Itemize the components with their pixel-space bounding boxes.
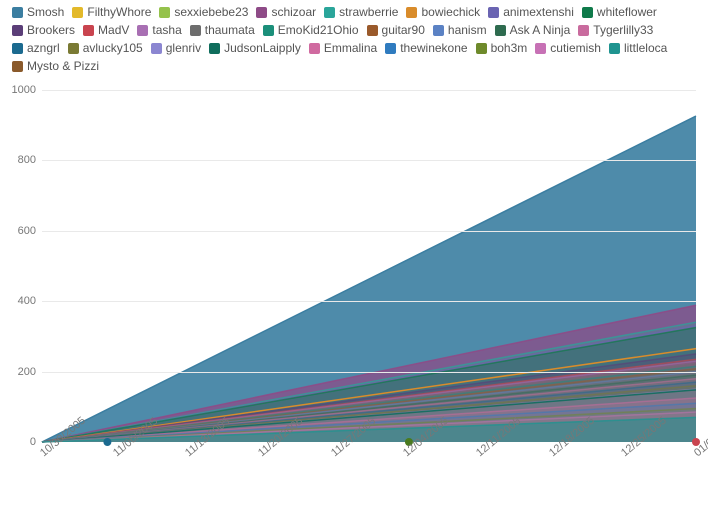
- legend-item[interactable]: schizoar: [256, 4, 316, 20]
- legend-label: whiteflower: [597, 4, 657, 20]
- legend-swatch: [72, 7, 83, 18]
- legend-label: Ask A Ninja: [510, 22, 571, 38]
- legend-item[interactable]: EmoKid21Ohio: [263, 22, 359, 38]
- legend-label: guitar90: [382, 22, 425, 38]
- start_marker-dot: [103, 438, 111, 446]
- legend-label: animextenshi: [503, 4, 574, 20]
- legend-swatch: [609, 43, 620, 54]
- legend-label: EmoKid21Ohio: [278, 22, 359, 38]
- y-tick-label: 200: [18, 366, 42, 378]
- legend-swatch: [578, 25, 589, 36]
- legend-swatch: [476, 43, 487, 54]
- legend-item[interactable]: cutiemish: [535, 40, 601, 56]
- legend-label: sexxiebebe23: [174, 4, 248, 20]
- legend-label: Brookers: [27, 22, 75, 38]
- legend-label: bowiechick: [421, 4, 480, 20]
- legend-item[interactable]: avlucky105: [68, 40, 143, 56]
- legend-item[interactable]: Brookers: [12, 22, 75, 38]
- legend-swatch: [256, 7, 267, 18]
- y-gridline: [42, 231, 696, 232]
- legend-label: Smosh: [27, 4, 64, 20]
- legend-item[interactable]: hanism: [433, 22, 487, 38]
- y-tick-label: 1000: [12, 84, 42, 96]
- legend-item[interactable]: whiteflower: [582, 4, 657, 20]
- legend-item[interactable]: Ask A Ninja: [495, 22, 571, 38]
- legend-swatch: [488, 7, 499, 18]
- legend-swatch: [12, 7, 23, 18]
- legend-swatch: [385, 43, 396, 54]
- legend-label: Tygerlilly33: [593, 22, 653, 38]
- y-tick-label: 600: [18, 225, 42, 237]
- legend-label: boh3m: [491, 40, 528, 56]
- legend-item[interactable]: sexxiebebe23: [159, 4, 248, 20]
- legend-swatch: [433, 25, 444, 36]
- legend-item[interactable]: strawberrie: [324, 4, 398, 20]
- legend-label: strawberrie: [339, 4, 398, 20]
- y-tick-label: 800: [18, 154, 42, 166]
- legend-label: tasha: [152, 22, 181, 38]
- legend-swatch: [137, 25, 148, 36]
- legend-swatch: [83, 25, 94, 36]
- legend-label: avlucky105: [83, 40, 143, 56]
- legend-swatch: [324, 7, 335, 18]
- y-gridline: [42, 372, 696, 373]
- legend-label: schizoar: [271, 4, 316, 20]
- y-tick-label: 400: [18, 295, 42, 307]
- legend-item[interactable]: azngrl: [12, 40, 60, 56]
- plot-area: 0200400600800100010/30/200511/06/200511/…: [42, 72, 696, 442]
- legend-swatch: [68, 43, 79, 54]
- legend-item[interactable]: boh3m: [476, 40, 528, 56]
- legend-item[interactable]: guitar90: [367, 22, 425, 38]
- legend-swatch: [159, 7, 170, 18]
- legend-swatch: [495, 25, 506, 36]
- legend-swatch: [151, 43, 162, 54]
- legend-swatch: [12, 25, 23, 36]
- legend-item[interactable]: MadV: [83, 22, 129, 38]
- legend-swatch: [406, 7, 417, 18]
- legend-swatch: [12, 43, 23, 54]
- legend-item[interactable]: bowiechick: [406, 4, 480, 20]
- legend-label: MadV: [98, 22, 129, 38]
- legend-label: azngrl: [27, 40, 60, 56]
- series-svg: [42, 72, 696, 442]
- legend-swatch: [209, 43, 220, 54]
- legend-item[interactable]: JudsonLaipply: [209, 40, 301, 56]
- legend-item[interactable]: thaumata: [190, 22, 255, 38]
- legend-item[interactable]: littleloca: [609, 40, 667, 56]
- legend-item[interactable]: glenriv: [151, 40, 201, 56]
- legend-swatch: [12, 61, 23, 72]
- legend-label: thewinekone: [400, 40, 467, 56]
- legend-label: cutiemish: [550, 40, 601, 56]
- chart-container: Smosh FilthyWhore sexxiebebe23 schizoar stra…: [0, 0, 708, 513]
- legend-swatch: [309, 43, 320, 54]
- legend-swatch: [367, 25, 378, 36]
- legend-item[interactable]: FilthyWhore: [72, 4, 151, 20]
- legend-label: Emmalina: [324, 40, 377, 56]
- legend-label: hanism: [448, 22, 487, 38]
- legend: Smosh FilthyWhore sexxiebebe23 schizoar stra…: [12, 4, 696, 74]
- legend-item[interactable]: thewinekone: [385, 40, 467, 56]
- legend-swatch: [582, 7, 593, 18]
- legend-label: glenriv: [166, 40, 201, 56]
- y-tick-label: 0: [30, 436, 42, 448]
- y-gridline: [42, 160, 696, 161]
- legend-swatch: [190, 25, 201, 36]
- legend-label: JudsonLaipply: [224, 40, 301, 56]
- legend-item[interactable]: Smosh: [12, 4, 64, 20]
- legend-label: thaumata: [205, 22, 255, 38]
- legend-item[interactable]: Tygerlilly33: [578, 22, 653, 38]
- legend-label: littleloca: [624, 40, 667, 56]
- legend-item[interactable]: animextenshi: [488, 4, 574, 20]
- y-gridline: [42, 301, 696, 302]
- legend-label: FilthyWhore: [87, 4, 151, 20]
- legend-item[interactable]: Emmalina: [309, 40, 377, 56]
- legend-swatch: [263, 25, 274, 36]
- y-gridline: [42, 90, 696, 91]
- legend-swatch: [535, 43, 546, 54]
- legend-item[interactable]: tasha: [137, 22, 181, 38]
